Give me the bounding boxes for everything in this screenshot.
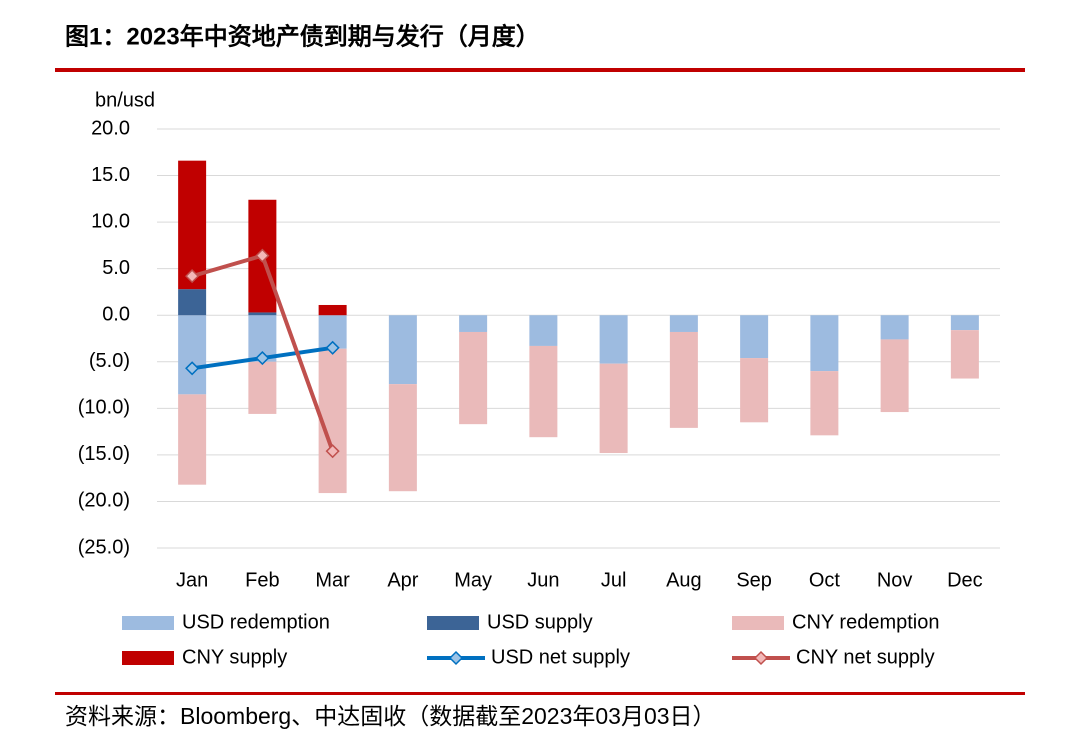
- x-tick-label: Jul: [601, 569, 627, 591]
- y-axis-label: bn/usd: [95, 89, 155, 111]
- legend-label: CNY redemption: [792, 611, 939, 633]
- bar: [950, 315, 979, 331]
- x-tick-label: Dec: [947, 569, 983, 591]
- legend-swatch: [122, 651, 174, 665]
- chart-title: 图1：2023年中资地产债到期与发行（月度）: [65, 22, 540, 50]
- y-tick-label: (25.0): [78, 536, 130, 558]
- bar: [529, 345, 558, 438]
- bar: [318, 304, 347, 316]
- bar: [248, 361, 277, 414]
- bar: [529, 315, 558, 346]
- y-tick-label: 20.0: [91, 117, 130, 139]
- legend-marker: [753, 650, 769, 666]
- legend-marker: [448, 650, 464, 666]
- legend-label: CNY supply: [182, 646, 287, 668]
- bar: [599, 315, 628, 364]
- y-tick-label: (20.0): [78, 490, 130, 512]
- bar: [740, 358, 769, 423]
- bar: [669, 331, 698, 428]
- y-tick-label: (10.0): [78, 397, 130, 419]
- bar: [248, 312, 277, 316]
- legend-label: USD net supply: [491, 646, 630, 668]
- header-rule: [55, 68, 1025, 72]
- bar: [950, 330, 979, 379]
- line-marker: [325, 444, 340, 459]
- line-marker: [255, 350, 270, 366]
- bar: [388, 315, 417, 385]
- y-tick-label: 10.0: [91, 210, 130, 232]
- line-marker: [185, 361, 200, 376]
- bar: [810, 371, 839, 436]
- line-marker: [255, 248, 270, 263]
- footer-rule: [55, 692, 1025, 695]
- line-marker: [325, 340, 340, 355]
- x-tick-label: Oct: [809, 569, 841, 591]
- legend-swatch: [122, 616, 174, 630]
- x-tick-label: Mar: [315, 569, 350, 591]
- bar: [880, 339, 909, 413]
- bar: [599, 363, 628, 454]
- legend-label: USD supply: [487, 611, 593, 633]
- legend-swatch: [427, 616, 479, 630]
- bar: [178, 394, 207, 485]
- bar: [810, 315, 839, 372]
- y-tick-label: 0.0: [102, 304, 130, 326]
- x-tick-label: Aug: [666, 569, 702, 591]
- bar: [459, 331, 488, 425]
- x-tick-label: Jan: [176, 569, 208, 591]
- legend-label: USD redemption: [182, 611, 330, 633]
- x-tick-label: Apr: [387, 569, 418, 591]
- x-tick-label: Feb: [245, 569, 279, 591]
- bar: [178, 160, 207, 290]
- y-tick-label: 15.0: [91, 164, 130, 186]
- bar: [178, 315, 207, 395]
- line-marker: [185, 269, 200, 284]
- bar: [669, 315, 698, 332]
- legend-label: CNY net supply: [796, 646, 935, 668]
- y-tick-label: (5.0): [89, 350, 130, 372]
- bar: [178, 289, 207, 316]
- x-tick-label: Nov: [877, 569, 913, 591]
- y-tick-label: 5.0: [102, 257, 130, 279]
- bar: [740, 315, 769, 359]
- source-note: 资料来源：Bloomberg、中达固收（数据截至2023年03月03日）: [65, 703, 716, 729]
- bar: [388, 384, 417, 492]
- x-tick-label: Jun: [527, 569, 559, 591]
- y-tick-label: (15.0): [78, 443, 130, 465]
- legend-swatch: [732, 616, 784, 630]
- x-tick-label: May: [454, 569, 492, 591]
- bar: [459, 315, 488, 332]
- x-tick-label: Sep: [736, 569, 772, 591]
- bar: [880, 315, 909, 340]
